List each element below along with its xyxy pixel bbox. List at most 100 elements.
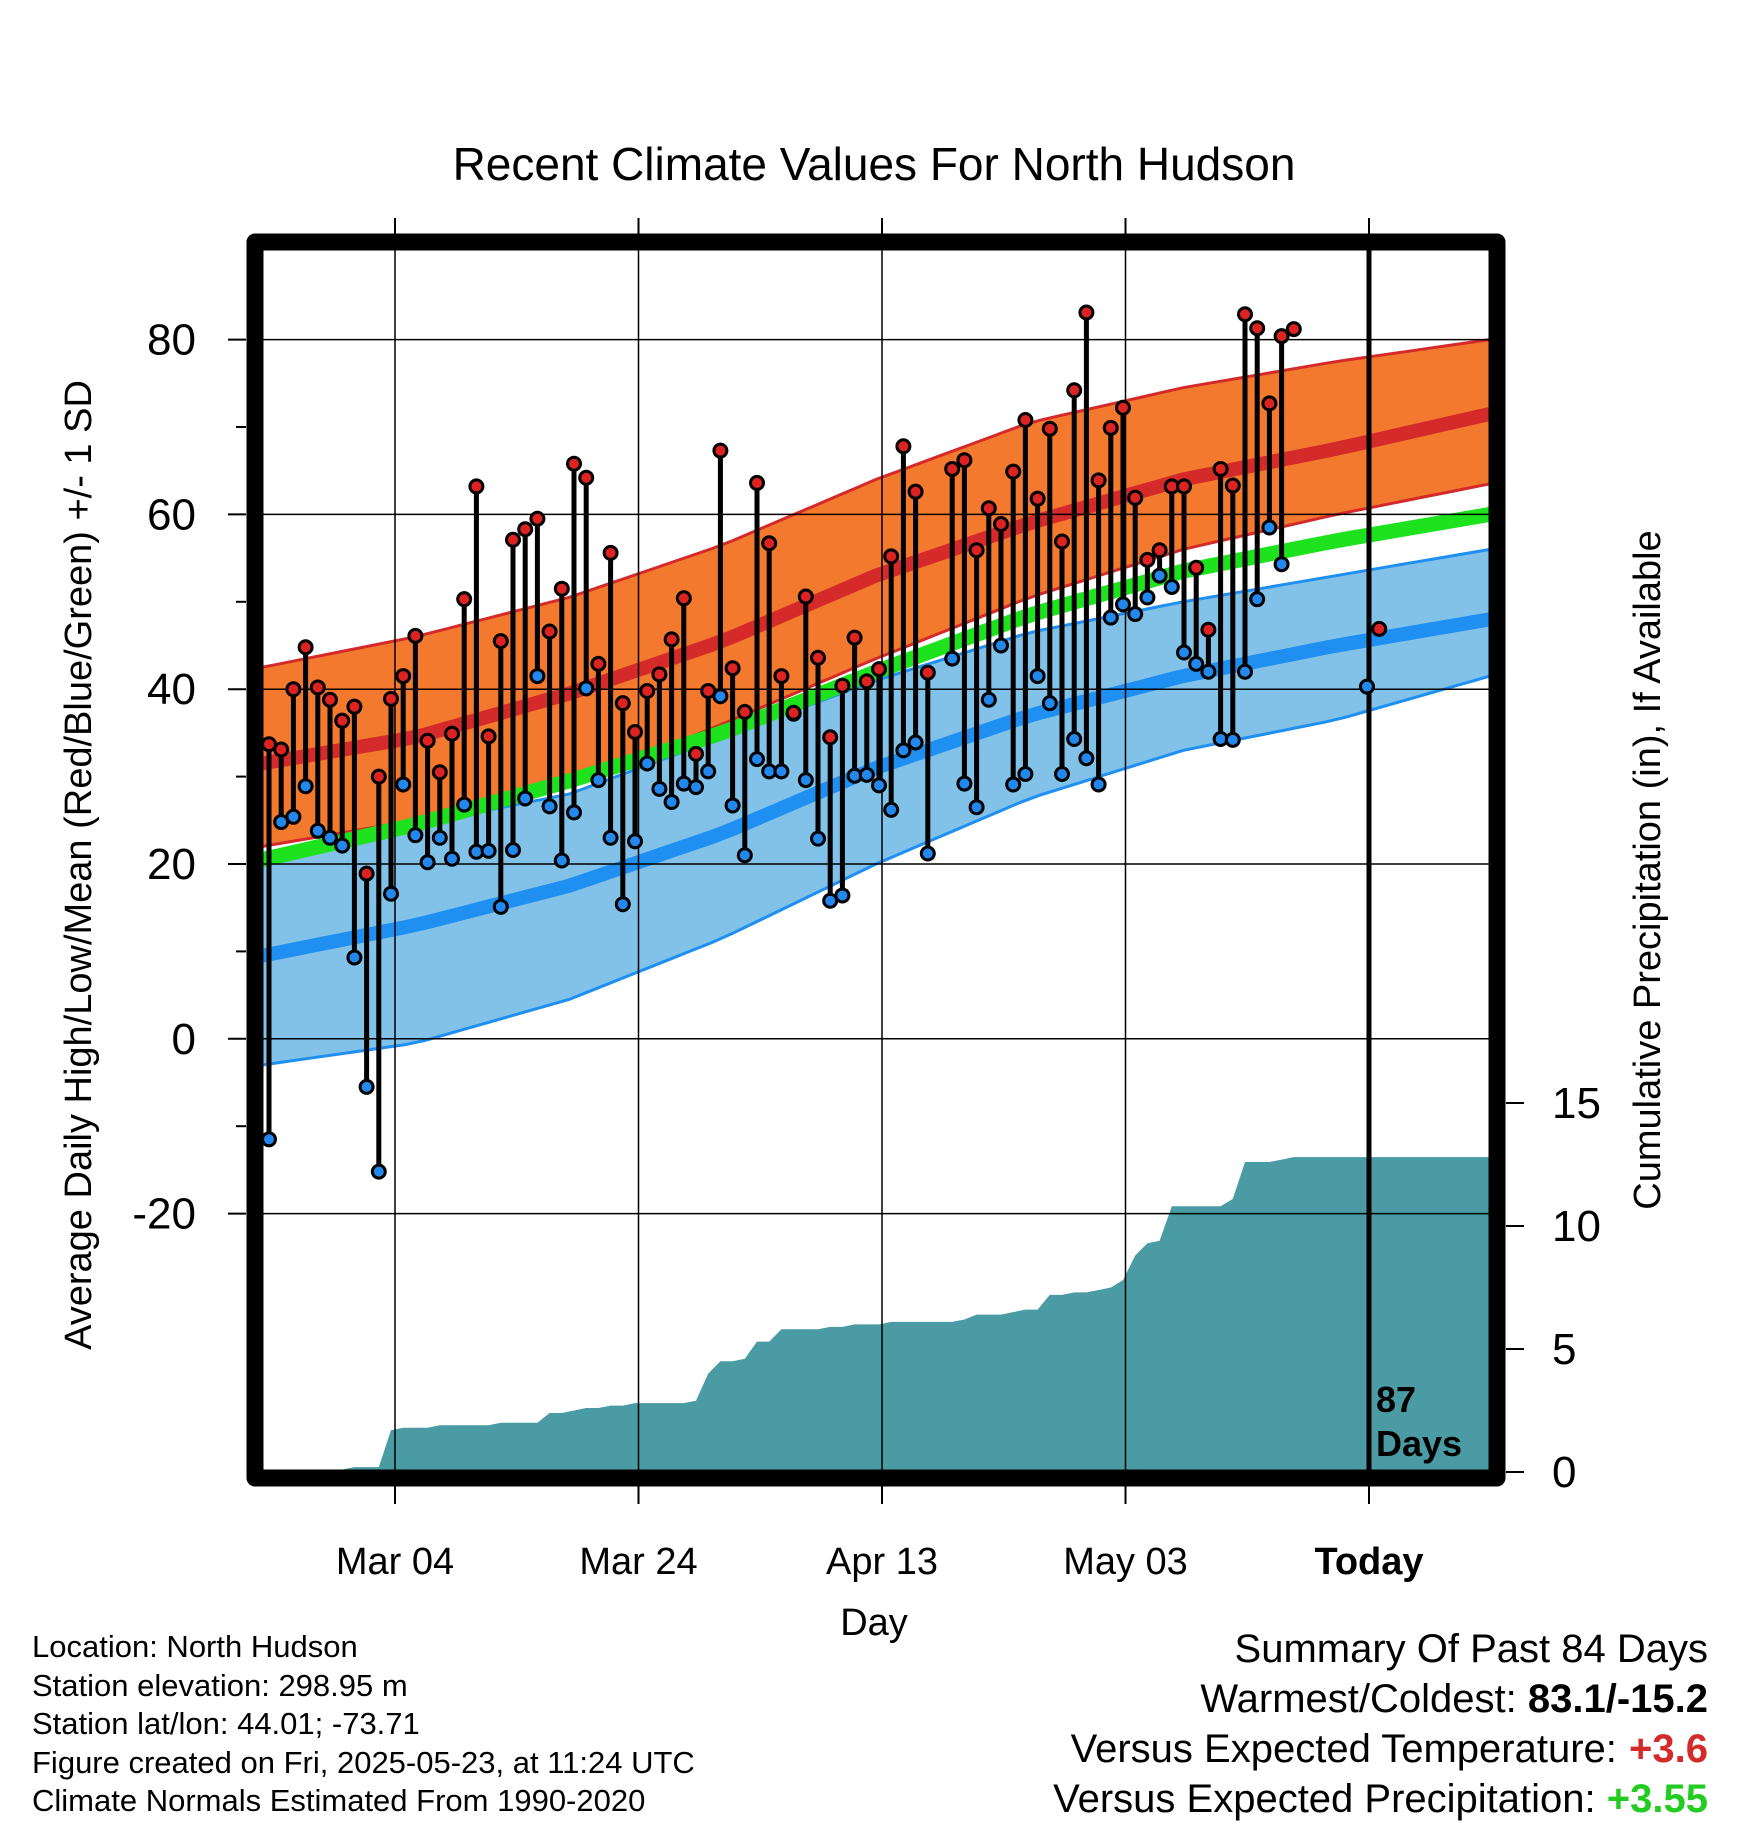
y-tick-label: 60 (147, 490, 196, 539)
warmest-coldest-row: Warmest/Coldest: 83.1/-15.2 (1053, 1674, 1708, 1724)
low-point (907, 734, 924, 751)
high-point (797, 588, 814, 605)
high-point (1017, 412, 1034, 429)
high-point (419, 732, 436, 749)
low-point (444, 850, 460, 867)
low-point (285, 808, 302, 825)
low-point (688, 779, 704, 796)
high-point (370, 768, 387, 785)
high-point (639, 682, 656, 699)
high-point (1029, 490, 1046, 507)
normals-period-text: Climate Normals Estimated From 1990-2020 (32, 1783, 646, 1818)
high-point (1041, 420, 1058, 437)
high-point (578, 469, 595, 486)
low-point (431, 829, 448, 846)
high-point (1115, 399, 1131, 416)
low-point (663, 793, 680, 810)
chart-title: Recent Climate Values For North Hudson (453, 138, 1296, 190)
x-tick-label: Mar 24 (579, 1541, 697, 1583)
temp-anomaly-value: +3.6 (1629, 1727, 1708, 1771)
high-point (883, 548, 900, 565)
y2-axis-label: Cumulative Precipitation (in), If Availa… (1627, 530, 1669, 1209)
high-point (810, 649, 826, 666)
low-point (968, 799, 985, 816)
low-point (651, 780, 668, 797)
low-point (1005, 776, 1022, 793)
low-point (1273, 556, 1290, 573)
high-point (724, 660, 741, 677)
low-point (358, 1078, 375, 1095)
precip-anomaly-value: +3.55 (1606, 1777, 1708, 1821)
low-point (1151, 567, 1168, 584)
high-point (334, 712, 351, 729)
high-point (395, 668, 412, 685)
today-days-count: 87 (1376, 1379, 1416, 1420)
x-tick-label: May 03 (1063, 1541, 1188, 1583)
low-point (736, 847, 753, 864)
high-point (614, 695, 631, 712)
high-point (1127, 489, 1144, 506)
high-point (322, 691, 338, 708)
high-point (993, 516, 1009, 533)
low-point (1078, 750, 1095, 767)
temp-anomaly-row: Versus Expected Temperature: +3.6 (1053, 1724, 1708, 1774)
high-point (822, 729, 839, 746)
high-point (553, 580, 570, 597)
high-point (785, 704, 802, 721)
high-point (309, 679, 326, 696)
high-point (712, 442, 729, 459)
high-point (590, 655, 607, 672)
high-point (761, 535, 778, 552)
low-point (261, 1131, 277, 1148)
high-point (1102, 419, 1119, 436)
low-point (895, 742, 912, 759)
high-point (858, 673, 875, 690)
low-point (1115, 596, 1131, 613)
y-tick-label: -20 (132, 1190, 196, 1239)
y2-tick-label: 15 (1552, 1079, 1601, 1128)
low-point (541, 798, 558, 815)
low-point (309, 822, 326, 839)
today-marker: 87 Days (1366, 248, 1462, 1472)
y2-tick-label: 5 (1552, 1325, 1576, 1374)
low-point (883, 801, 900, 818)
low-point (1041, 695, 1058, 712)
y-axis-label: Average Daily High/Low/Mean (Red/Blue/Gr… (58, 380, 100, 1350)
low-point (505, 842, 521, 859)
low-point (346, 949, 363, 966)
low-point (480, 842, 497, 859)
station-info: Location: North Hudson Station elevation… (32, 1628, 695, 1821)
low-point (1017, 765, 1034, 782)
normal-low-line (260, 612, 1492, 963)
low-point (395, 776, 412, 793)
low-point (834, 887, 851, 904)
high-point (285, 681, 302, 698)
low-point (456, 796, 473, 813)
low-point (578, 680, 595, 697)
high-point (456, 591, 473, 608)
warmest-coldest-value: 83.1/-15.2 (1527, 1677, 1708, 1721)
low-point (810, 830, 826, 847)
high-point (407, 627, 424, 644)
high-point (919, 664, 936, 681)
observations (261, 304, 1388, 1180)
high-point (944, 460, 961, 477)
high-point (834, 677, 851, 694)
high-point (1054, 533, 1070, 550)
high-point (1224, 477, 1241, 494)
low-point (1176, 644, 1192, 661)
high-point (956, 452, 973, 469)
elevation-text: Station elevation: 298.95 m (32, 1667, 408, 1703)
low-point (858, 766, 875, 783)
y-tick-label: 40 (147, 665, 196, 714)
summary-title: Summary Of Past 84 Days (1234, 1627, 1708, 1671)
created-text: Figure created on Fri, 2025-05-23, at 11… (32, 1744, 695, 1780)
low-point (407, 827, 424, 844)
high-point (675, 590, 692, 607)
high-point (1371, 620, 1388, 637)
high-point (1237, 306, 1253, 323)
y2-tick-label: 10 (1552, 1202, 1601, 1251)
low-point (871, 777, 887, 794)
high-point (846, 629, 863, 646)
high-point (1285, 321, 1302, 338)
